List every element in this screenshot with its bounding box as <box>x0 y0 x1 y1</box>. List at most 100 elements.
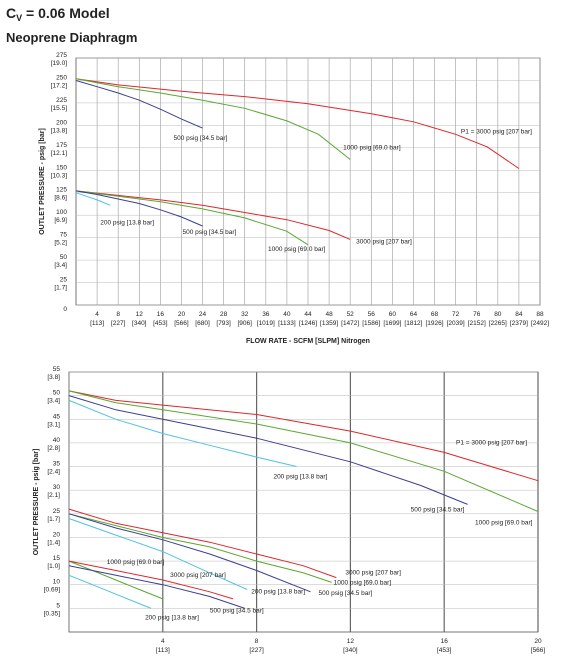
curve-label: 3000 psig [207 bar] <box>345 570 401 577</box>
curve-label: 200 psig [13.8 bar] <box>273 474 327 481</box>
x-tick-sublabel: [1133] <box>278 320 296 327</box>
title-subscript: V <box>16 13 22 23</box>
y-tick-label: 55 <box>53 366 61 373</box>
y-tick-label: 35 <box>53 461 61 468</box>
x-tick-sublabel: [1926] <box>426 320 444 327</box>
y-tick-sublabel: [8.6] <box>54 195 67 202</box>
curve <box>75 78 351 160</box>
y-tick-sublabel: [3.4] <box>54 262 67 269</box>
title-part: C <box>6 5 16 21</box>
x-tick-label: 56 <box>368 311 376 318</box>
curve-label: 3000 psig [207 bar] <box>356 238 412 245</box>
curve-label: 500 psig [34.5 bar] <box>319 590 373 597</box>
curve <box>75 190 203 227</box>
curve-label: 1000 psig [69.0 bar] <box>334 579 392 586</box>
curve <box>68 399 297 467</box>
x-tick-label: 4 <box>161 638 165 645</box>
x-tick-sublabel: [680] <box>195 320 210 327</box>
y-tick-sublabel: [13.8] <box>51 127 67 134</box>
y-tick-label: 30 <box>53 484 61 491</box>
y-tick-sublabel: [0.69] <box>44 587 60 594</box>
curve-label: 1000 psig [69.0 bar] <box>475 519 533 526</box>
y-tick-label: 250 <box>56 74 67 81</box>
curve <box>68 560 234 600</box>
y-tick-sublabel: [1.4] <box>47 539 60 546</box>
y-tick-label: 25 <box>60 277 68 284</box>
y-tick-sublabel: [17.2] <box>51 82 67 89</box>
curve <box>75 78 520 169</box>
x-tick-label: 32 <box>241 311 249 318</box>
curve-label: 3000 psig [207 bar] <box>170 572 226 579</box>
x-axis-title: FLOW RATE - SCFM [SLPM] Nitrogen <box>246 338 370 345</box>
curve-label: 500 psig [34.5 bar] <box>183 229 237 236</box>
x-tick-label: 20 <box>534 638 542 645</box>
title-part: = 0.06 Model <box>22 5 110 21</box>
y-tick-label: 15 <box>53 555 61 562</box>
x-tick-sublabel: [113] <box>156 647 170 654</box>
x-tick-label: 76 <box>473 311 481 318</box>
x-tick-sublabel: [2039] <box>447 320 465 327</box>
x-tick-label: 24 <box>199 311 207 318</box>
x-tick-label: 16 <box>157 311 165 318</box>
curve <box>68 560 163 600</box>
chart-title: CV = 0.06 Model <box>6 5 110 23</box>
x-tick-label: 28 <box>220 311 228 318</box>
x-tick-sublabel: [453] <box>153 320 168 327</box>
x-tick-sublabel: [2265] <box>489 320 507 327</box>
curve <box>68 395 468 505</box>
x-tick-label: 44 <box>304 311 312 318</box>
x-tick-label: 4 <box>95 311 99 318</box>
x-tick-label: 12 <box>136 311 144 318</box>
y-tick-label: 225 <box>56 97 67 104</box>
y-tick-sublabel: [12.1] <box>51 150 67 157</box>
y-tick-sublabel: [2.1] <box>47 492 60 499</box>
y-axis-title: OUTLET PRESSURE - psig [bar] <box>39 128 46 235</box>
curve <box>68 513 311 593</box>
y-tick-sublabel: [3.8] <box>47 374 60 381</box>
x-tick-label: 88 <box>536 311 544 318</box>
x-tick-sublabel: [2492] <box>531 320 549 327</box>
x-tick-sublabel: [227] <box>111 320 126 327</box>
curve <box>68 574 152 609</box>
x-tick-label: 52 <box>347 311 355 318</box>
x-tick-sublabel: [340] <box>132 320 147 327</box>
curve <box>68 513 332 583</box>
y-tick-sublabel: [6.9] <box>54 217 67 224</box>
curve <box>68 390 539 512</box>
curve-label: 500 psig [34.5 bar] <box>411 506 465 513</box>
y-axis-title: OUTLET PRESSURE - psig [bar] <box>33 449 40 556</box>
curve-label: 500 psig [34.5 bar] <box>210 607 264 614</box>
x-tick-sublabel: [340] <box>343 647 358 654</box>
y-tick-label: 275 <box>56 52 67 59</box>
x-tick-sublabel: [113] <box>90 320 104 327</box>
x-tick-sublabel: [793] <box>216 320 231 327</box>
curve <box>68 390 539 482</box>
y-tick-label: 25 <box>53 508 61 515</box>
y-tick-label: 0 <box>63 306 67 313</box>
x-tick-sublabel: [2379] <box>510 320 528 327</box>
y-tick-label: 45 <box>53 413 61 420</box>
x-tick-label: 16 <box>441 638 449 645</box>
x-tick-sublabel: [1812] <box>404 320 422 327</box>
y-tick-label: 200 <box>56 119 67 126</box>
x-tick-label: 20 <box>178 311 186 318</box>
curve <box>68 518 248 590</box>
curve-label: 1000 psig [69.0 bar] <box>107 559 165 566</box>
x-tick-sublabel: [1472] <box>341 320 359 327</box>
curve <box>75 192 111 206</box>
x-tick-sublabel: [1246] <box>299 320 317 327</box>
curve <box>68 565 246 609</box>
x-tick-label: 80 <box>494 311 502 318</box>
y-tick-sublabel: [2.8] <box>47 445 60 452</box>
y-tick-label: 5 <box>56 602 60 609</box>
y-tick-sublabel: [2.4] <box>47 469 60 476</box>
x-tick-label: 48 <box>325 311 333 318</box>
x-tick-label: 68 <box>431 311 439 318</box>
x-tick-sublabel: [1019] <box>257 320 275 327</box>
y-tick-sublabel: [3.4] <box>47 398 60 405</box>
y-tick-sublabel: [3.1] <box>47 421 60 428</box>
y-tick-label: 150 <box>56 164 67 171</box>
y-tick-sublabel: [1.0] <box>47 563 60 570</box>
curve <box>75 190 309 246</box>
